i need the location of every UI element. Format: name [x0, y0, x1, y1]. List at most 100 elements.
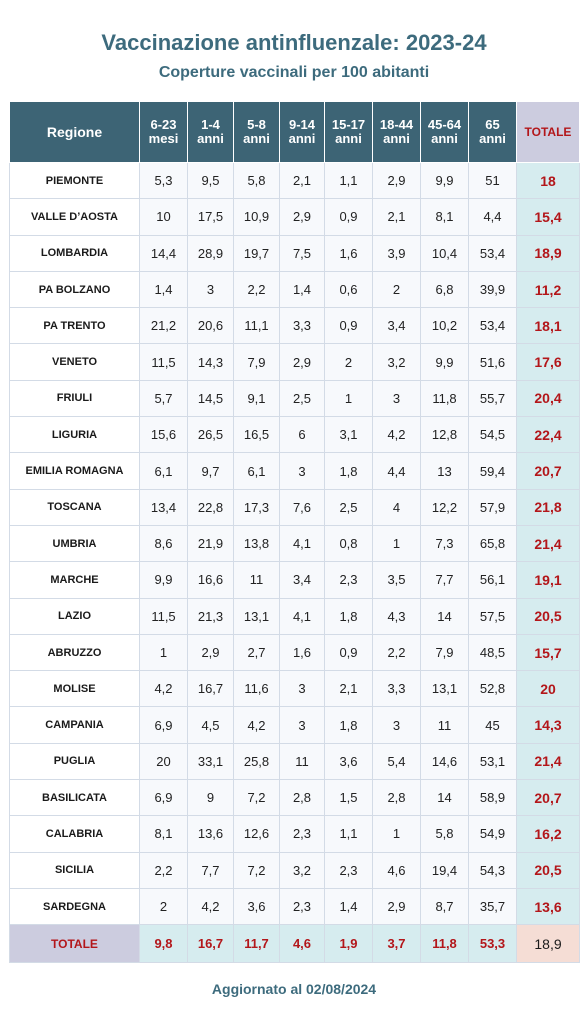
total-value: 9,8 [139, 924, 188, 964]
header-age-group: 1-4 anni [187, 101, 234, 163]
header-label-line1: 1-4 [201, 117, 220, 132]
region-name: LAZIO [9, 597, 140, 635]
coverage-value: 7,6 [279, 488, 325, 526]
updated-note: Aggiornato al 02/08/2024 [211, 981, 377, 997]
table-row: LAZIO 11,5 21,3 13,1 4,1 1,8 4,3 14 57,5 20,5 [9, 597, 580, 635]
total-value: 16,7 [187, 924, 234, 964]
table-row: PUGLIA 20 33,1 25,8 11 3,6 5,4 14,6 53,1 21,4 [9, 742, 580, 781]
table-row: MOLISE 4,2 16,7 11,6 3 2,1 3,3 13,1 52,8 20 [9, 670, 580, 708]
coverage-value: 11 [420, 706, 469, 744]
region-total: 22,4 [516, 416, 580, 454]
coverage-value: 2,1 [372, 198, 421, 236]
region-total: 18,9 [516, 234, 580, 272]
coverage-value: 5,8 [420, 815, 469, 853]
header-label-line2: anni [479, 131, 506, 146]
coverage-value: 56,1 [468, 561, 517, 599]
coverage-value: 14,4 [139, 234, 188, 272]
coverage-value: 7,3 [420, 524, 469, 563]
coverage-value: 2,2 [233, 270, 280, 309]
totals-row: TOTALE 9,8 16,7 11,7 4,6 1,9 3,7 11,8 53,3 18,9 [9, 924, 580, 964]
coverage-value: 7,7 [187, 851, 234, 889]
region-total: 16,2 [516, 815, 580, 853]
coverage-value: 53,4 [468, 307, 517, 345]
header-age-group: 18-44 anni [372, 101, 421, 163]
coverage-value: 0,9 [324, 633, 373, 672]
coverage-value: 4 [372, 488, 421, 526]
region-total: 13,6 [516, 887, 580, 926]
coverage-value: 45 [468, 706, 517, 744]
coverage-value: 9,5 [187, 161, 234, 200]
table-row: SARDEGNA 2 4,2 3,6 2,3 1,4 2,9 8,7 35,7 13,6 [9, 887, 580, 926]
table-row: PA BOLZANO 1,4 3 2,2 1,4 0,6 2 6,8 39,9 11,2 [9, 270, 580, 309]
coverage-value: 2,9 [279, 343, 325, 381]
region-name: VALLE D’AOSTA [9, 198, 140, 236]
coverage-value: 4,2 [187, 887, 234, 926]
header-label-line2: anni [288, 131, 316, 146]
total-value: 53,3 [468, 924, 517, 964]
coverage-value: 2 [139, 887, 188, 926]
header-label-line2: anni [383, 131, 410, 146]
coverage-value: 51,6 [468, 343, 517, 381]
coverage-value: 3 [372, 379, 421, 418]
region-name: SARDEGNA [9, 887, 140, 926]
region-total: 20,5 [516, 597, 580, 635]
coverage-value: 0,9 [324, 307, 373, 345]
coverage-value: 4,4 [372, 452, 421, 490]
region-name: MOLISE [9, 670, 140, 708]
coverage-value: 11,6 [233, 670, 280, 708]
table-row: PA TRENTO 21,2 20,6 11,1 3,3 0,9 3,4 10,2 53,4 18… [9, 307, 580, 345]
coverage-value: 11 [279, 742, 325, 781]
table-row: CALABRIA 8,1 13,6 12,6 2,3 1,1 1 5,8 54,9 16,2 [9, 815, 580, 853]
coverage-value: 19,4 [420, 851, 469, 889]
coverage-value: 6,1 [139, 452, 188, 490]
coverage-value: 10,9 [233, 198, 280, 236]
coverage-value: 7,2 [233, 779, 280, 817]
header-label-line1: Regione [46, 124, 103, 140]
region-total: 20,5 [516, 851, 580, 889]
coverage-value: 16,7 [187, 670, 234, 708]
coverage-value: 58,9 [468, 779, 517, 817]
region-name: CAMPANIA [9, 706, 140, 744]
coverage-value: 20,6 [187, 307, 234, 345]
coverage-value: 3,3 [279, 307, 325, 345]
coverage-value: 2,3 [279, 815, 325, 853]
header-age-group: 9-14 anni [279, 101, 325, 163]
region-name: SICILIA [9, 851, 140, 889]
coverage-value: 57,5 [468, 597, 517, 635]
coverage-value: 4,2 [139, 670, 188, 708]
coverage-value: 6,8 [420, 270, 469, 309]
coverage-value: 13,8 [233, 524, 280, 563]
coverage-value: 1,5 [324, 779, 373, 817]
coverage-value: 5,8 [233, 161, 280, 200]
page-title: Vaccinazione antinfluenzale: 2023-24 [101, 30, 487, 55]
region-total: 19,1 [516, 561, 580, 599]
coverage-value: 16,5 [233, 416, 280, 454]
table-row: MARCHE 9,9 16,6 11 3,4 2,3 3,5 7,7 56,1 19,1 [9, 561, 580, 599]
grand-total: 18,9 [516, 924, 580, 964]
coverage-value: 9,9 [420, 161, 469, 200]
coverage-value: 6,9 [139, 706, 188, 744]
coverage-value: 3,4 [372, 307, 421, 345]
region-name: BASILICATA [9, 779, 140, 817]
coverage-value: 55,7 [468, 379, 517, 418]
coverage-value: 3,9 [372, 234, 421, 272]
coverage-value: 8,1 [420, 198, 469, 236]
coverage-value: 2,5 [279, 379, 325, 418]
table-row: LOMBARDIA 14,4 28,9 19,7 7,5 1,6 3,9 10,4 53,4 18… [9, 234, 580, 272]
coverage-value: 21,3 [187, 597, 234, 635]
coverage-value: 1,8 [324, 706, 373, 744]
region-name: FRIULI [9, 379, 140, 418]
header-label-line1: 15-17 [331, 117, 366, 132]
coverage-value: 33,1 [187, 742, 234, 781]
coverage-value: 2,2 [372, 633, 421, 672]
coverage-value: 1,4 [324, 887, 373, 926]
coverage-value: 3 [187, 270, 234, 309]
coverage-value: 1,4 [139, 270, 188, 309]
coverage-value: 9,1 [233, 379, 280, 418]
coverage-value: 6,1 [233, 452, 280, 490]
region-total: 21,4 [516, 742, 580, 781]
coverage-value: 19,7 [233, 234, 280, 272]
total-value: 11,8 [420, 924, 469, 964]
region-name: LIGURIA [9, 416, 140, 454]
header-label-line1: 6-23 [150, 117, 177, 132]
